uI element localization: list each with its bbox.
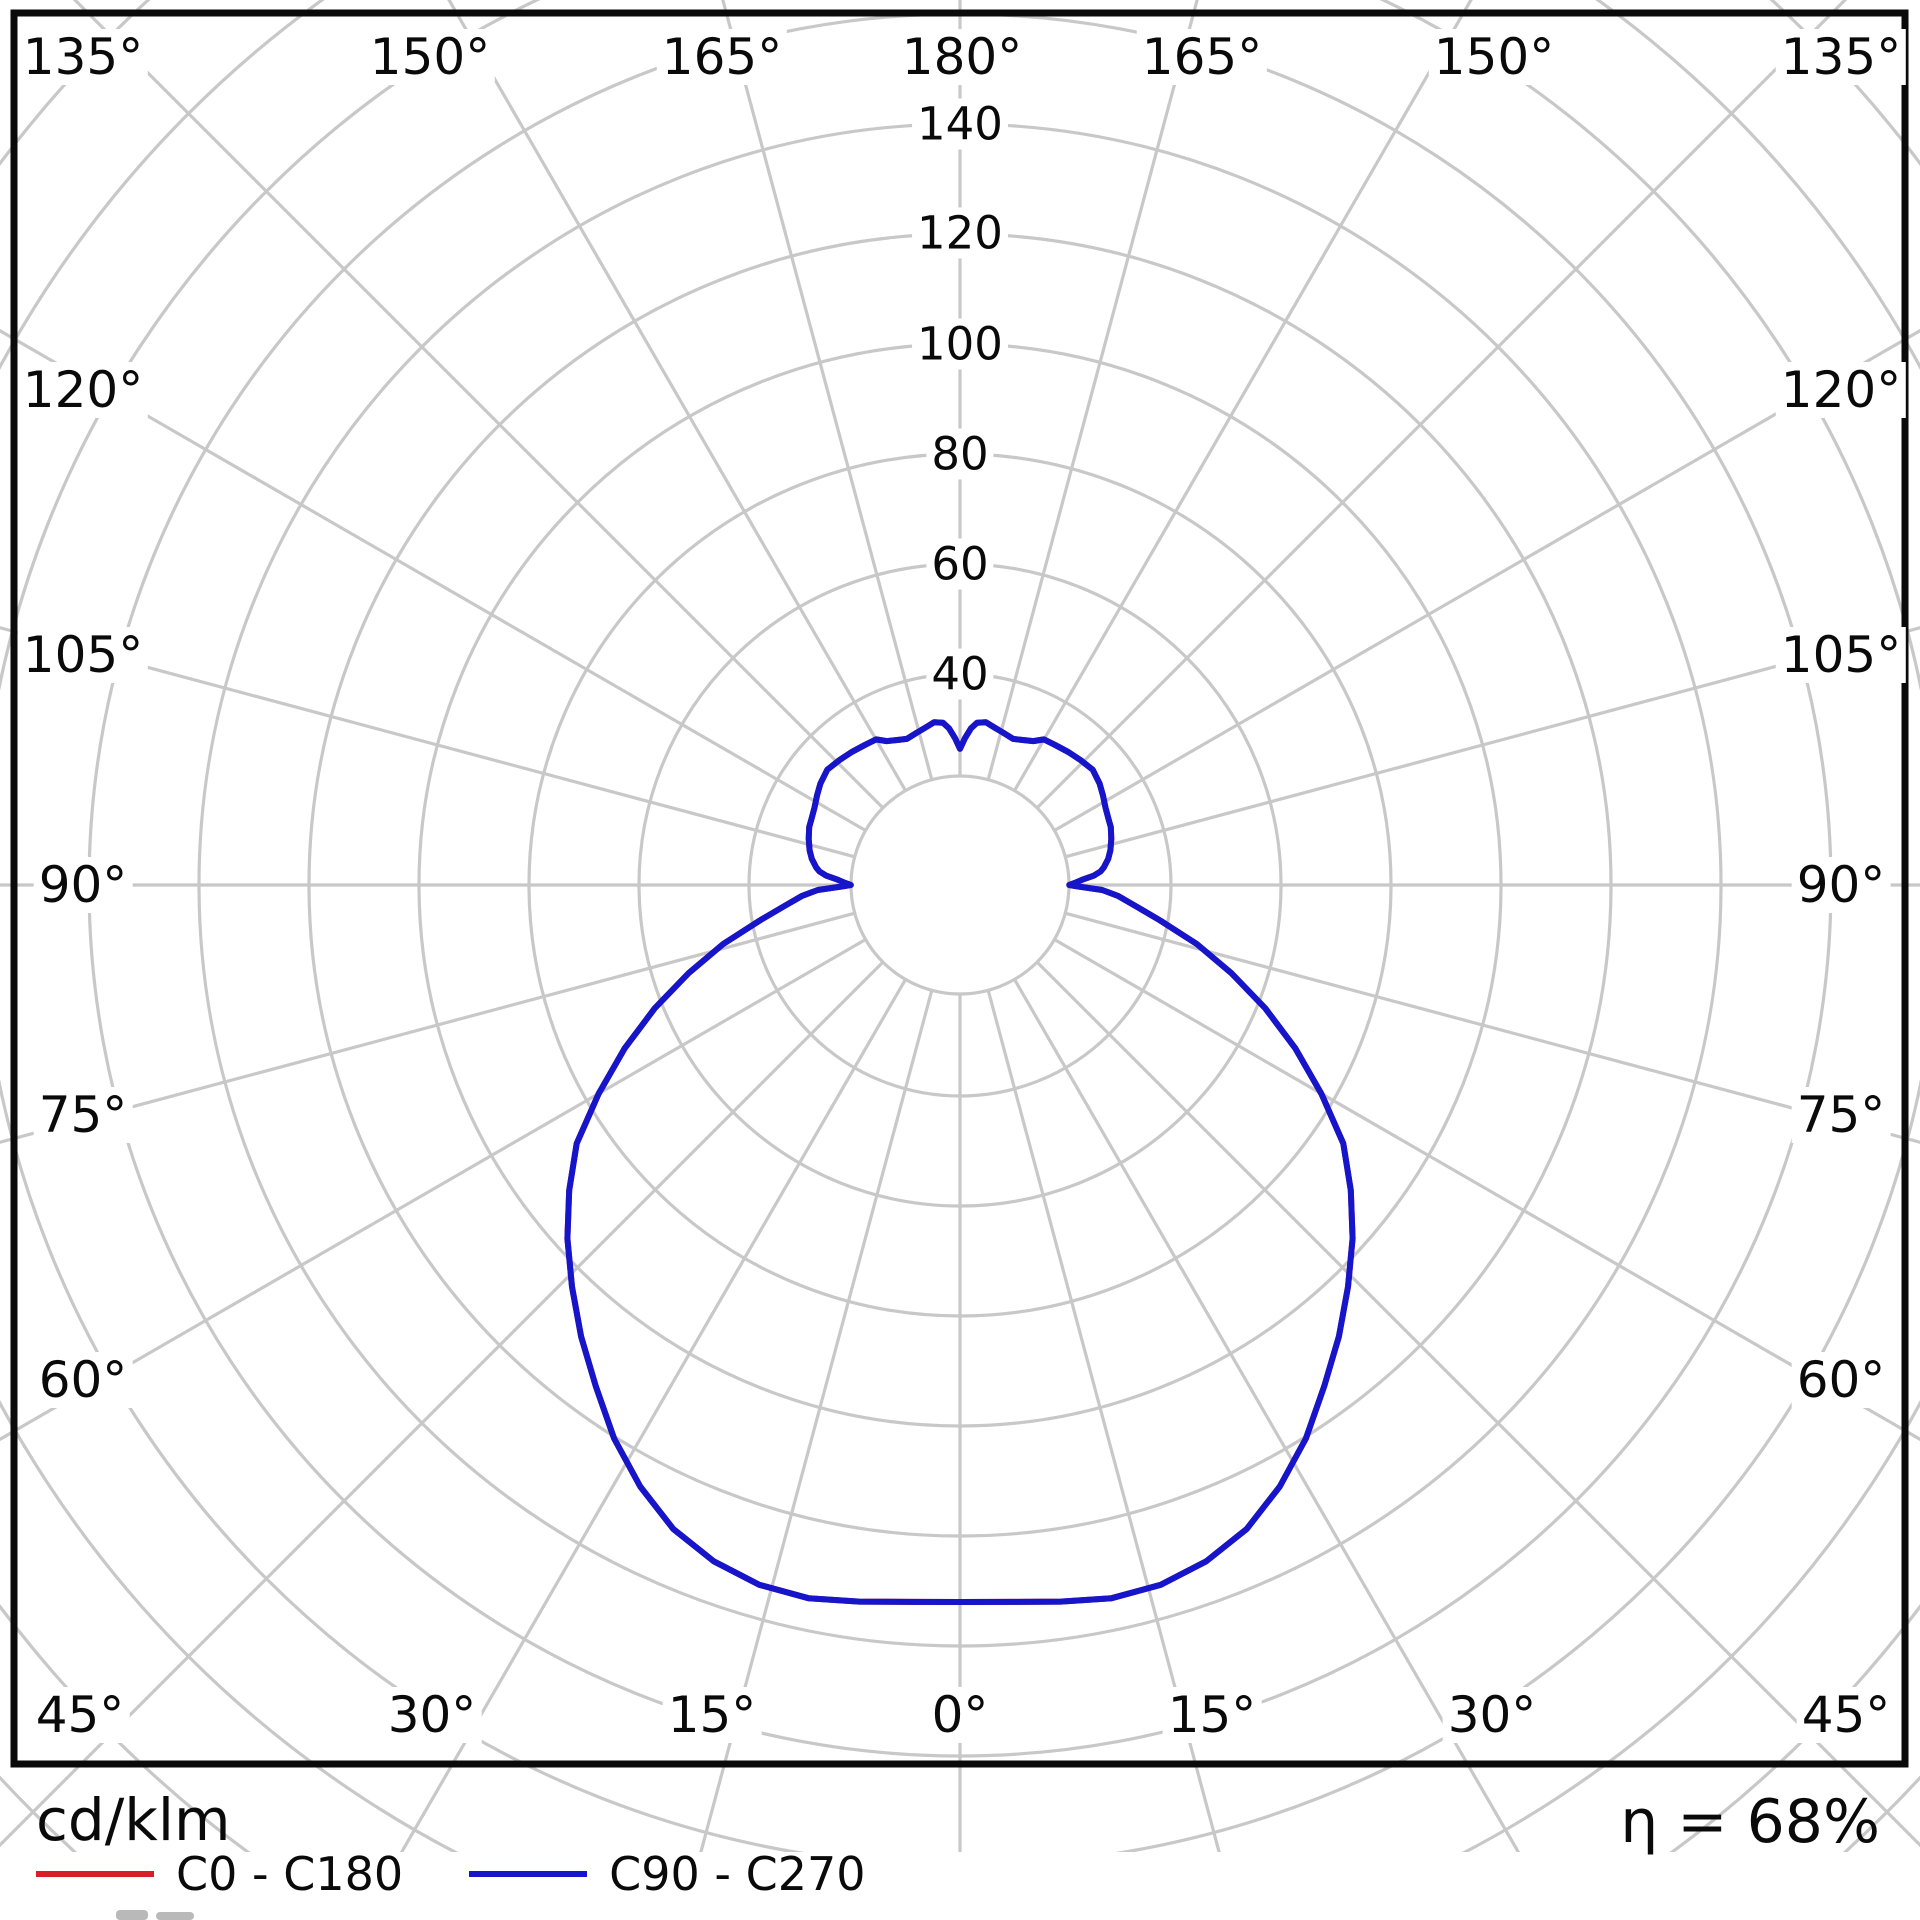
angle-label-60deg: 60°: [33, 1352, 133, 1408]
angle-label-105deg: 105°: [17, 627, 149, 683]
legend-label-c0-c180: C0 - C180: [176, 1847, 404, 1901]
grid-spoke-315: [0, 960, 885, 1848]
grid-spoke-135: [1035, 0, 1848, 810]
angle-label-60deg: 60°: [1791, 1352, 1891, 1408]
grid-spoke-255: [0, 626, 856, 859]
angle-label-75deg: 75°: [33, 1087, 133, 1143]
chart-frame: [10, 9, 1909, 1768]
grid-spoke-150: [1013, 0, 1473, 792]
angle-label-135deg: 135°: [17, 29, 149, 85]
angle-label-30deg: 30°: [382, 1687, 482, 1743]
grid-spoke-30: [1013, 978, 1521, 1852]
light-output-ratio-label: η = 68%: [1620, 1787, 1880, 1857]
radial-label-40: 40: [926, 648, 994, 700]
angle-label-45deg: 45°: [1796, 1687, 1896, 1743]
angle-label-105deg: 105°: [1775, 627, 1907, 683]
grid-spoke-195: [721, 0, 934, 781]
angle-label-135deg: 135°: [1775, 29, 1907, 85]
angle-label-165deg: 165°: [1136, 29, 1268, 85]
angle-label-150deg: 150°: [1428, 29, 1560, 85]
grid-spoke-15: [986, 989, 1221, 1852]
grid-spoke-240: [0, 328, 867, 832]
legend-line-c0-c180: [36, 1871, 154, 1877]
angle-label-150deg: 150°: [364, 29, 496, 85]
legend-line-c90-c270: [469, 1871, 588, 1877]
radial-label-120: 120: [912, 207, 1008, 259]
grid-spoke-345: [699, 989, 934, 1852]
curve-c90-c270: [564, 719, 1356, 1605]
radial-label-60: 60: [926, 538, 994, 590]
angle-label-120deg: 120°: [1775, 362, 1907, 418]
grid-inner-ring: [849, 774, 1071, 996]
radial-label-140: 140: [912, 98, 1008, 150]
angle-label-15deg: 15°: [662, 1687, 762, 1743]
angle-label-165deg: 165°: [656, 29, 788, 85]
radial-label-80: 80: [926, 428, 994, 480]
grid-spoke-105: [1064, 626, 1920, 859]
grid-spoke-120: [1053, 328, 1920, 832]
grid-spoke-165: [986, 0, 1199, 781]
angle-label-90deg: 90°: [33, 857, 133, 913]
grid-spoke-285: [0, 911, 856, 1144]
grid-spoke-45: [1035, 960, 1920, 1848]
angle-label-180deg: 180°: [896, 29, 1028, 85]
angle-label-45deg: 45°: [30, 1687, 130, 1743]
cropped-page-artifact: [116, 1909, 196, 1920]
angle-label-30deg: 30°: [1442, 1687, 1542, 1743]
angle-label-90deg: 90°: [1791, 857, 1891, 913]
angle-label-15deg: 15°: [1162, 1687, 1262, 1743]
grid-spoke-330: [399, 978, 907, 1852]
radial-unit-label: cd/klm: [36, 1786, 231, 1854]
radial-label-100: 100: [912, 318, 1008, 370]
legend-label-c90-c270: C90 - C270: [609, 1847, 866, 1901]
grid-spoke-60: [1053, 938, 1920, 1442]
grid-spoke-75: [1064, 911, 1920, 1144]
angle-label-120deg: 120°: [17, 362, 149, 418]
legend: C0 - C180 C90 - C270: [36, 1851, 932, 1897]
angle-label-75deg: 75°: [1791, 1087, 1891, 1143]
intensity-curves: [564, 719, 1356, 1605]
grid-spoke-210: [447, 0, 907, 792]
grid-spoke-300: [0, 938, 867, 1442]
angle-label-0deg: 0°: [926, 1687, 994, 1743]
